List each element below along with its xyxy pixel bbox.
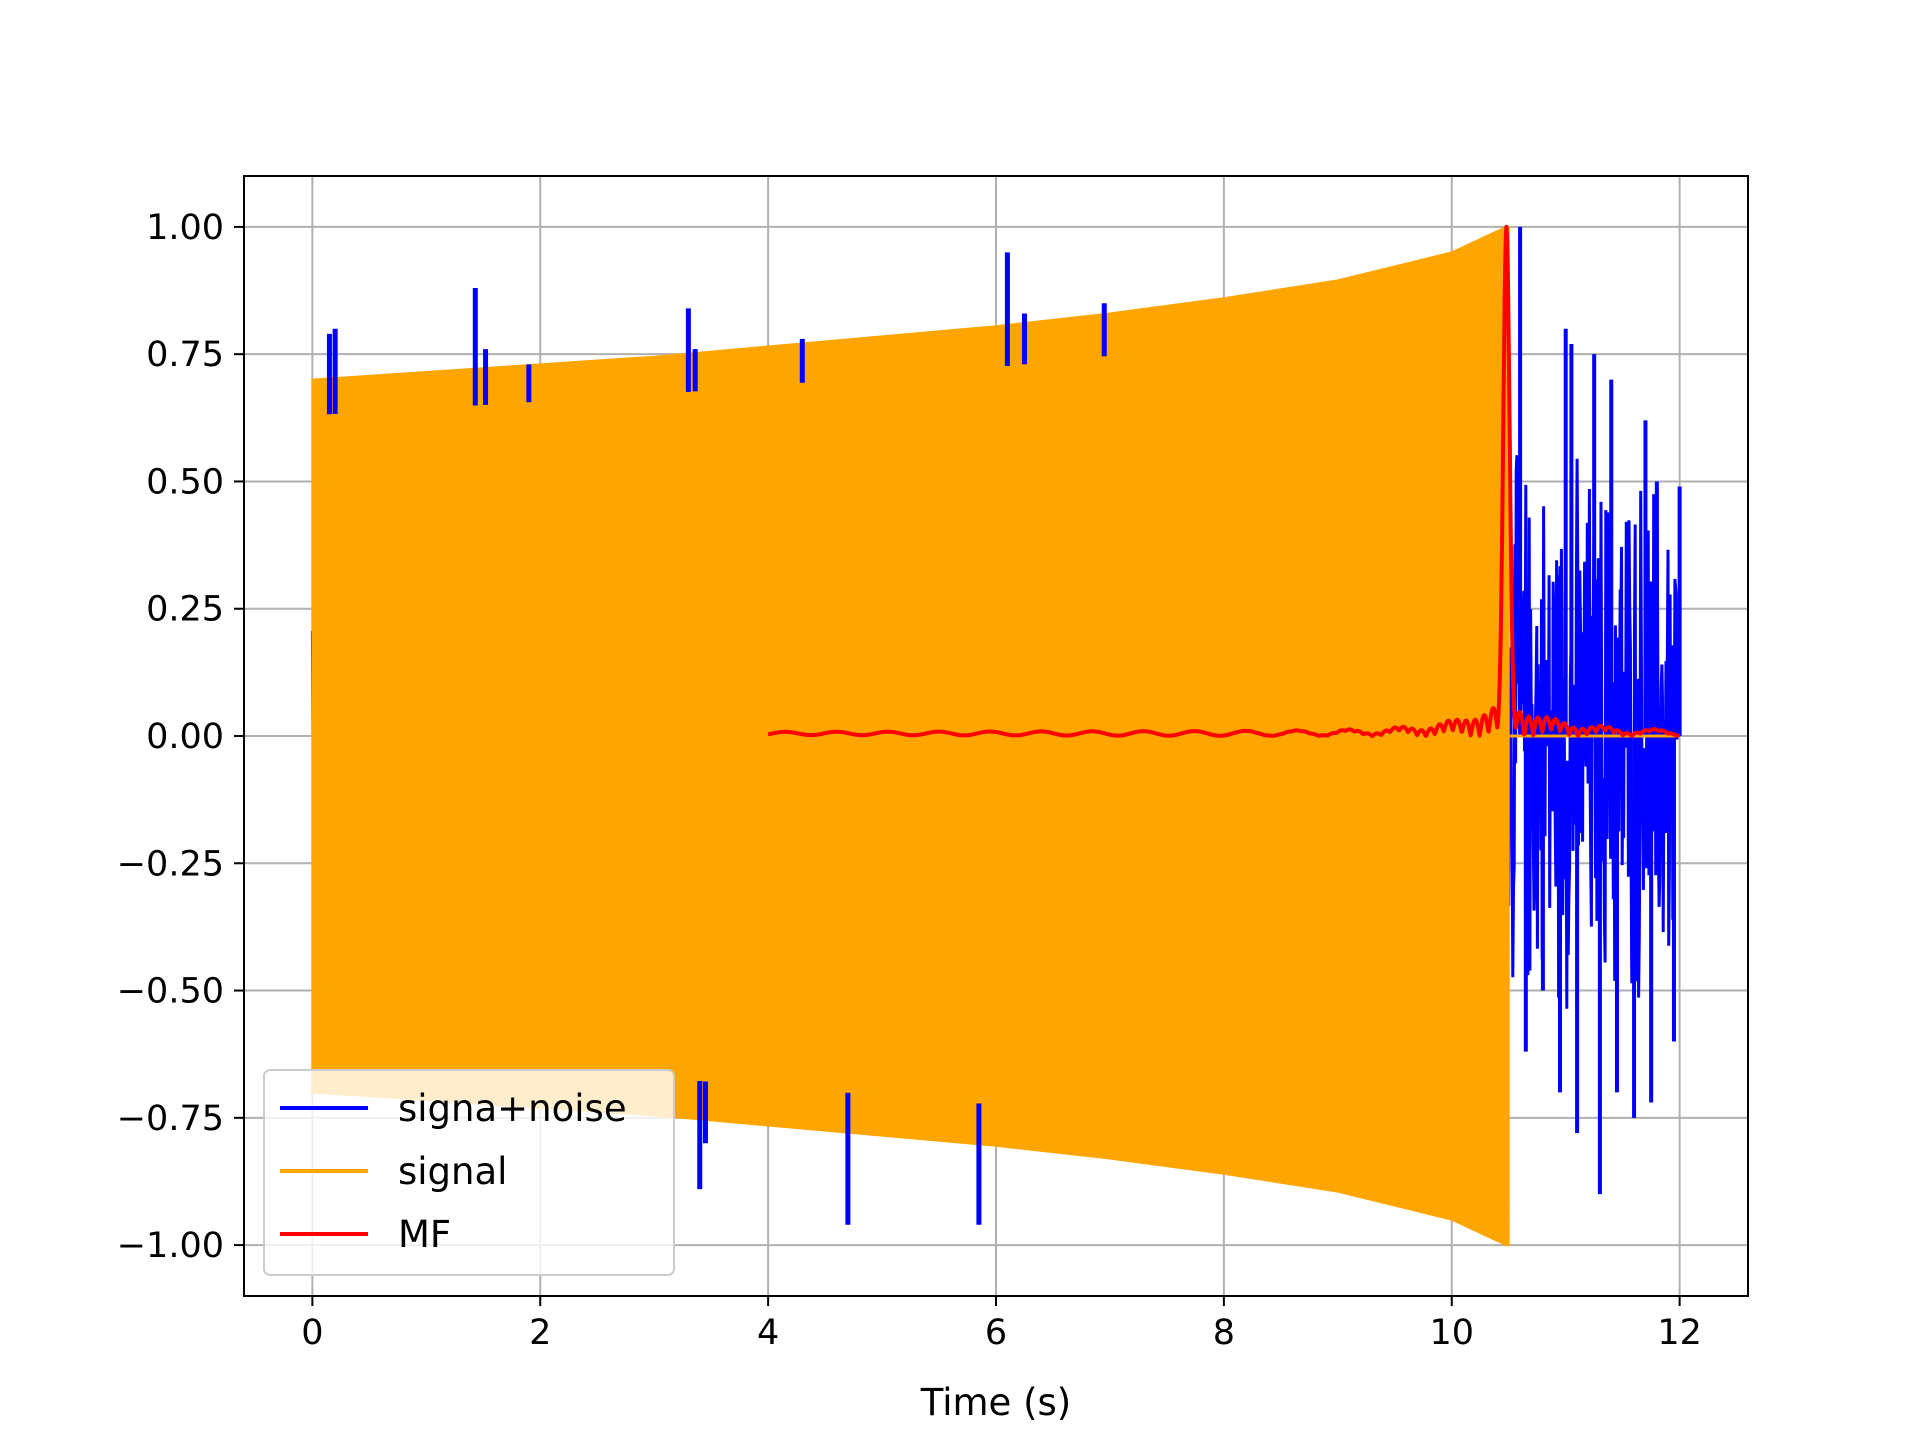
y-tick-label: −0.50 — [117, 972, 224, 1012]
legend: signa+noise signal MF — [263, 1069, 675, 1276]
y-tick-label: −1.00 — [117, 1226, 224, 1266]
x-tick-label: 12 — [1657, 1313, 1702, 1353]
legend-label: signa+noise — [398, 1087, 627, 1130]
ticks: 0 2 4 6 8 10 12 1.00 0.75 0.50 0.25 0.00 −0.25 −0.50 −… — [117, 208, 1702, 1353]
y-tick-label: 1.00 — [146, 208, 224, 248]
series-mf-line — [766, 224, 1682, 738]
x-tick-label: 8 — [1213, 1313, 1235, 1353]
legend-box — [263, 1069, 675, 1276]
x-tick-label: 2 — [529, 1313, 551, 1353]
y-tick-label: −0.75 — [117, 1099, 224, 1139]
y-tick-label: 0.50 — [146, 462, 224, 502]
x-tick-label: 0 — [301, 1313, 323, 1353]
x-tick-label: 4 — [757, 1313, 779, 1353]
x-axis-label: Time (s) — [920, 1381, 1071, 1424]
x-tick-label: 6 — [985, 1313, 1007, 1353]
y-tick-label: 0.75 — [146, 335, 224, 375]
y-tick-label: −0.25 — [117, 844, 224, 884]
y-tick-label: 0.25 — [146, 590, 224, 630]
legend-label: signal — [398, 1150, 507, 1193]
x-tick-label: 10 — [1429, 1313, 1474, 1353]
series-layer — [310, 224, 1682, 1247]
y-tick-label: 0.00 — [146, 717, 224, 757]
legend-label: MF — [398, 1213, 451, 1256]
